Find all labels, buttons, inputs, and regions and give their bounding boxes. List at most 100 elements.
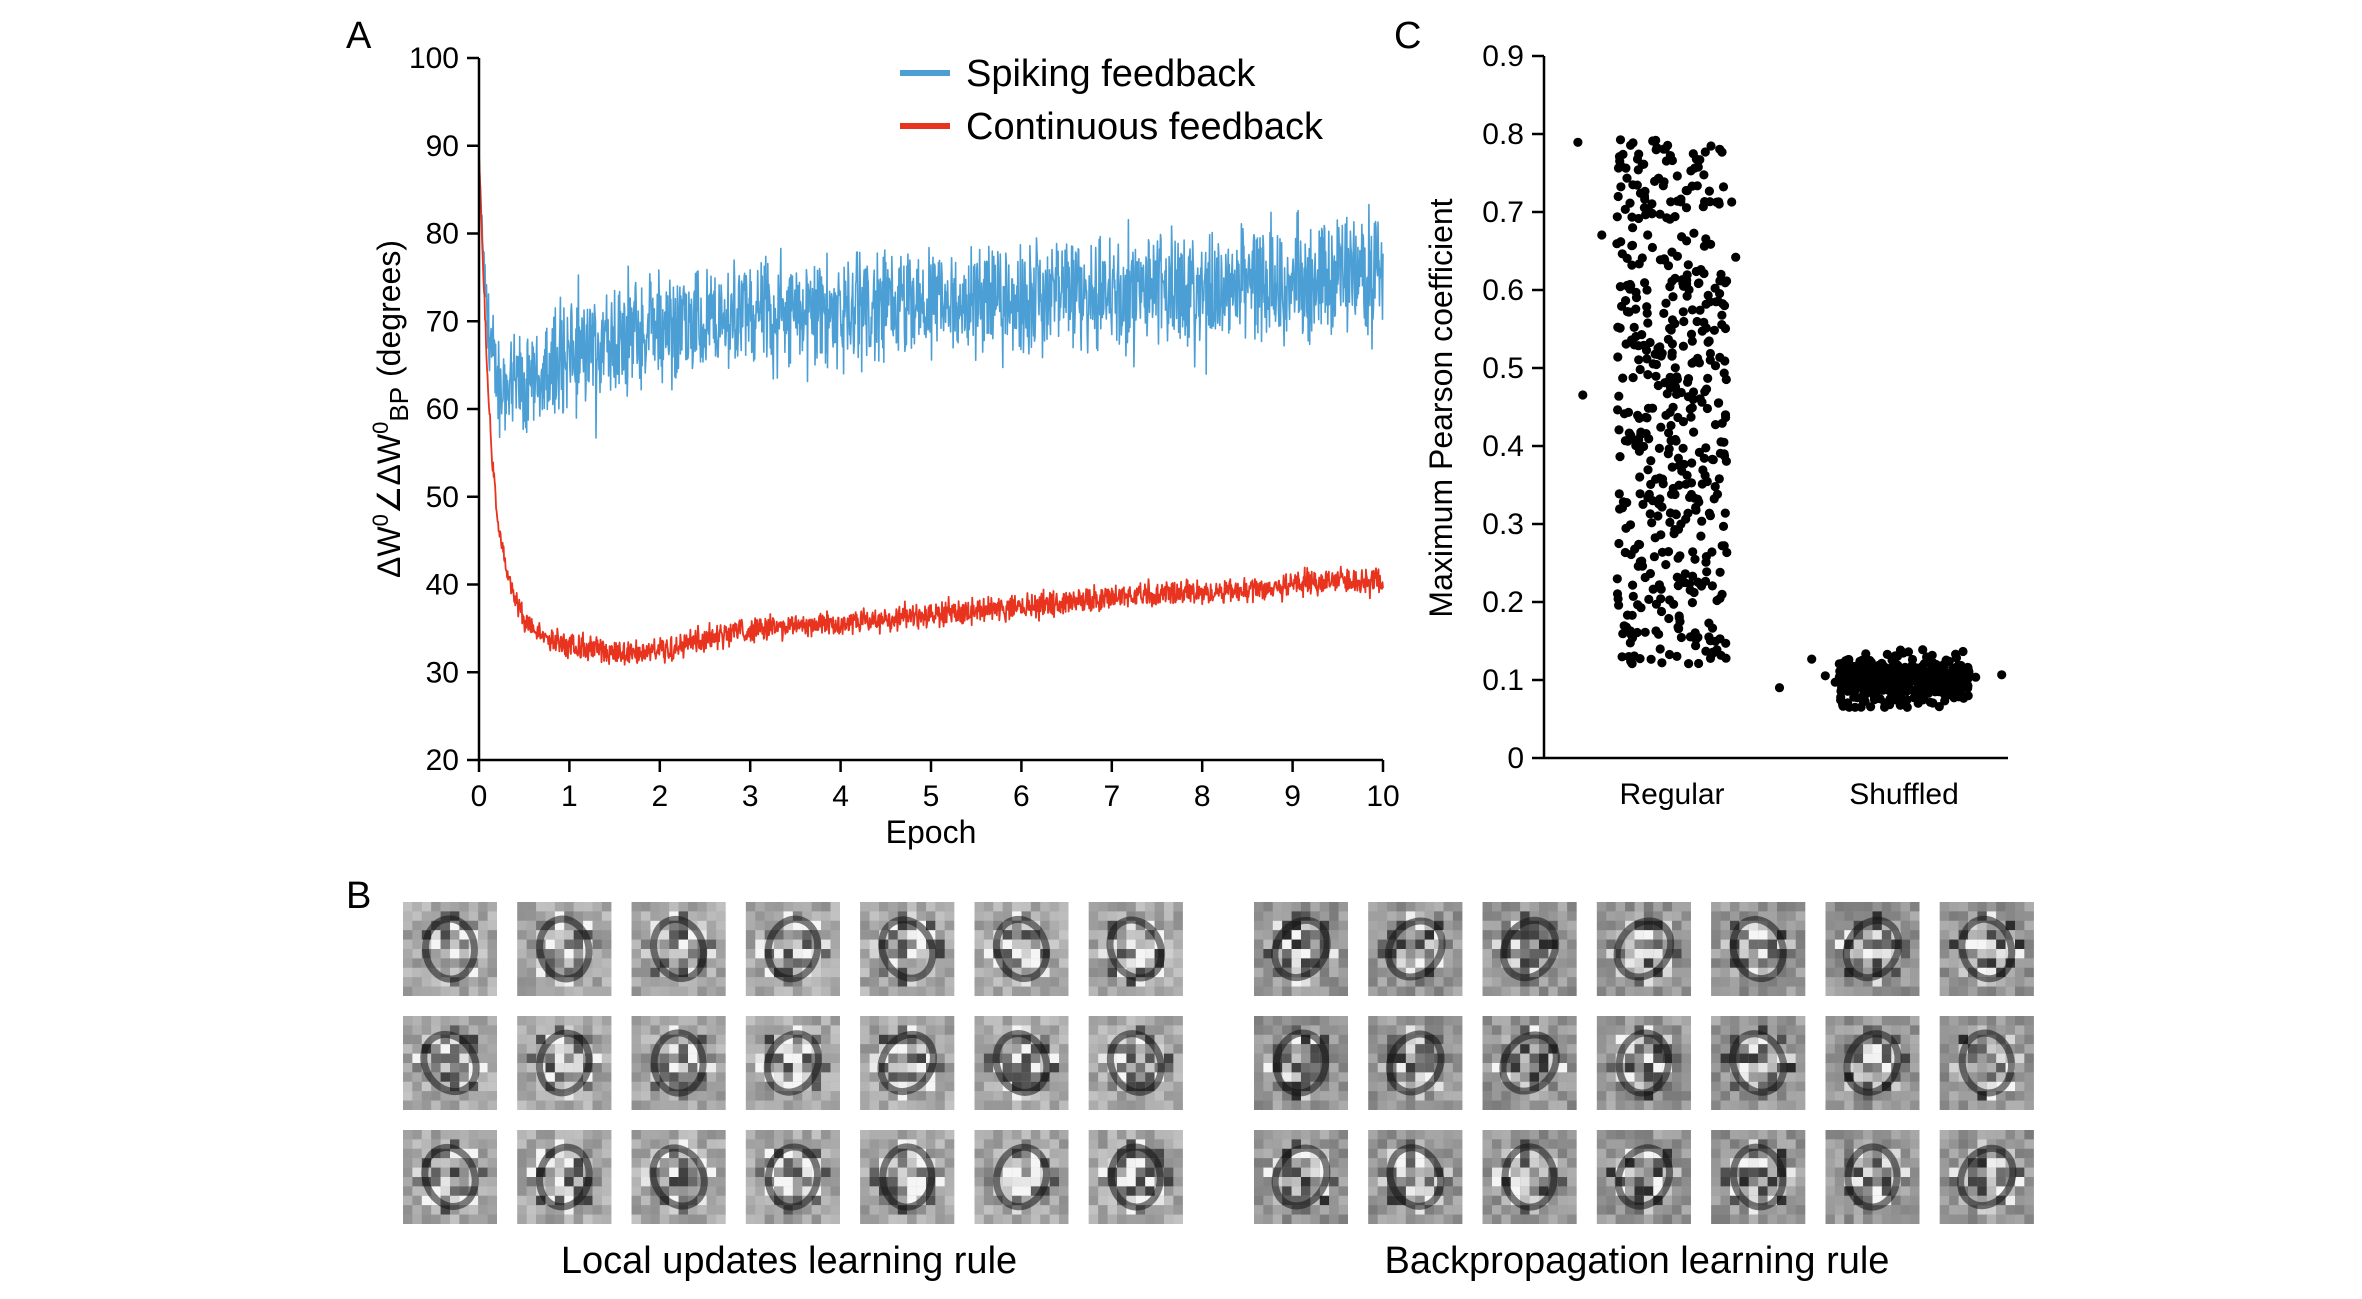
filter-pixel [1002, 1072, 1013, 1082]
scatter-point-regular [1707, 623, 1718, 633]
filter-pixel [888, 1063, 898, 1073]
filter-pixel [1510, 1167, 1521, 1177]
filter-pixel [1539, 1100, 1549, 1110]
filter-pixel [487, 1195, 497, 1206]
filter-pixel [1021, 1148, 1031, 1159]
filter-pixel [821, 1063, 831, 1073]
filter-pixel [536, 1016, 546, 1026]
filter-pixel [517, 920, 527, 931]
filter-pixel [517, 1177, 527, 1187]
filter-pixel [869, 1205, 879, 1215]
filter-pixel [1377, 958, 1388, 968]
filter-pixel [1415, 1177, 1425, 1187]
scatter-point-regular [1695, 155, 1705, 165]
filter-pixel [1520, 1148, 1530, 1159]
filter-pixel [811, 1139, 822, 1149]
filter-pixel [1098, 1158, 1108, 1168]
filter-pixel [1986, 911, 1997, 921]
filter-pixel [897, 1091, 908, 1101]
filter-pixel [1548, 1139, 1558, 1149]
filter-pixel [935, 1091, 945, 1101]
filter-pixel [1606, 1081, 1616, 1092]
filter-pixel [916, 1044, 926, 1054]
filter-pixel [1881, 1091, 1892, 1101]
chart-a-y-axis-title: ΔW0∠ΔW0BP(degrees) [368, 240, 414, 578]
filter-pixel [745, 1195, 756, 1206]
filter-image [631, 1130, 726, 1224]
filter-pixel [1059, 1139, 1069, 1149]
filter-pixel [2015, 1091, 2025, 1101]
filter-pixel [1291, 1186, 1301, 1196]
filter-pixel [1059, 1053, 1069, 1063]
filter-pixel [944, 939, 955, 949]
filter-pixel [1117, 1205, 1127, 1215]
scatter-point-regular [1642, 285, 1652, 295]
filter-pixel [1548, 1091, 1558, 1101]
filter-pixel [811, 986, 822, 996]
scatter-point-regular [1717, 310, 1727, 320]
filter-pixel [1030, 911, 1041, 921]
filter-pixel [412, 1195, 422, 1206]
filter-pixel [440, 967, 450, 978]
filter-pixel [811, 1130, 822, 1140]
filter-pixel [1891, 986, 1901, 996]
filter-pixel [1126, 1034, 1136, 1045]
filter-pixel [1452, 1139, 1463, 1149]
filter-pixel [601, 1195, 612, 1206]
chart-a-x-tick-label: 9 [1284, 780, 1301, 813]
filter-pixel [983, 1016, 994, 1026]
filter-pixel [1653, 1053, 1663, 1063]
scatter-point-regular [1678, 443, 1688, 453]
scatter-point-regular [1701, 552, 1711, 562]
filter-pixel [916, 939, 926, 949]
filter-pixel [1405, 1130, 1416, 1140]
filter-pixel [440, 1186, 450, 1196]
filter-pixel [1452, 911, 1463, 921]
filter-pixel [1510, 902, 1521, 912]
filter-pixel [1681, 977, 1691, 987]
filter-pixel [1117, 1016, 1127, 1026]
filter-pixel [774, 1072, 784, 1082]
filter-pixel [1107, 986, 1117, 996]
filter-pixel [1443, 1053, 1453, 1063]
filter-pixel [468, 1100, 479, 1110]
filter-pixel [907, 939, 917, 949]
filter-pixel [487, 977, 497, 987]
filter-pixel [650, 1148, 660, 1159]
filter-pixel [1634, 1044, 1644, 1054]
scatter-point-shuffled [1838, 662, 1848, 672]
filter-pixel [1758, 1081, 1768, 1092]
filter-pixel [1891, 1034, 1901, 1045]
filter-pixel [412, 1205, 422, 1215]
filter-pixel [1662, 1016, 1673, 1026]
filter-pixel [916, 958, 926, 968]
chart-c-y-tick-label: 0 [1507, 742, 1524, 775]
scatter-point-shuffled [1918, 645, 1928, 655]
filter-pixel [1021, 920, 1031, 931]
filter-pixel [1117, 911, 1127, 921]
filter-pixel [1968, 1072, 1978, 1082]
scatter-point-regular [1627, 241, 1637, 251]
filter-pixel [907, 986, 917, 996]
filter-pixel [774, 1091, 784, 1101]
filter-pixel [860, 1186, 870, 1196]
filter-pixel [1615, 977, 1626, 987]
filter-pixel [1272, 1139, 1283, 1149]
filter-pixel [1254, 1025, 1264, 1035]
filter-pixel [1059, 930, 1069, 940]
filter-pixel [1567, 1130, 1577, 1140]
filter-pixel [821, 1044, 831, 1054]
filter-pixel [517, 1044, 527, 1054]
filter-pixel [792, 958, 803, 968]
filter-pixel [688, 1053, 698, 1063]
filter-pixel [907, 1034, 917, 1045]
filter-pixel [1030, 1091, 1041, 1101]
filter-pixel [459, 1158, 469, 1168]
filter-pixel [821, 986, 831, 996]
filter-pixel [869, 1025, 879, 1035]
scatter-point-regular [1688, 547, 1698, 557]
filter-pixel [450, 1195, 460, 1206]
filter-pixel [1291, 1177, 1301, 1187]
filter-pixel [1596, 1016, 1607, 1026]
filter-pixel [412, 1214, 422, 1224]
